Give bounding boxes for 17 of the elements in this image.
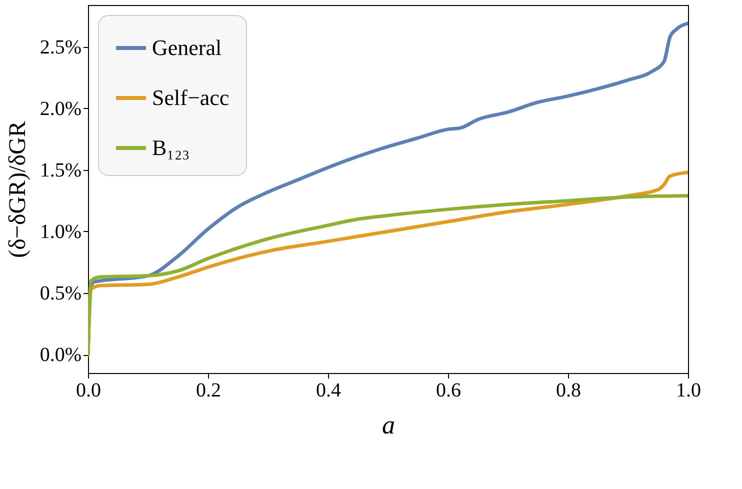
y-tick-label: 2.5% (40, 36, 82, 58)
y-tick-label: 1.5% (40, 159, 82, 182)
y-tick-label: 0.5% (40, 282, 82, 304)
y-tick-label: 1.0% (40, 220, 82, 243)
x-tick-label: 0.0 (76, 380, 101, 402)
legend-label: Self−acc (152, 85, 230, 110)
x-tick-label: 0.6 (436, 380, 461, 402)
legend-label: General (152, 35, 222, 60)
x-axis-title: a (382, 410, 395, 440)
x-tick-label: 1.0 (676, 380, 701, 402)
x-tick-label: 0.2 (196, 380, 221, 402)
x-tick-label: 0.8 (556, 380, 581, 402)
x-tick-label: 0.4 (316, 380, 341, 402)
legend-label: B₁₂₃ (152, 135, 190, 160)
y-tick-label: 0.0% (40, 344, 82, 366)
y-axis-title: (δ−δGR)/δGR (4, 121, 31, 258)
y-tick-label: 2.0% (40, 98, 82, 120)
